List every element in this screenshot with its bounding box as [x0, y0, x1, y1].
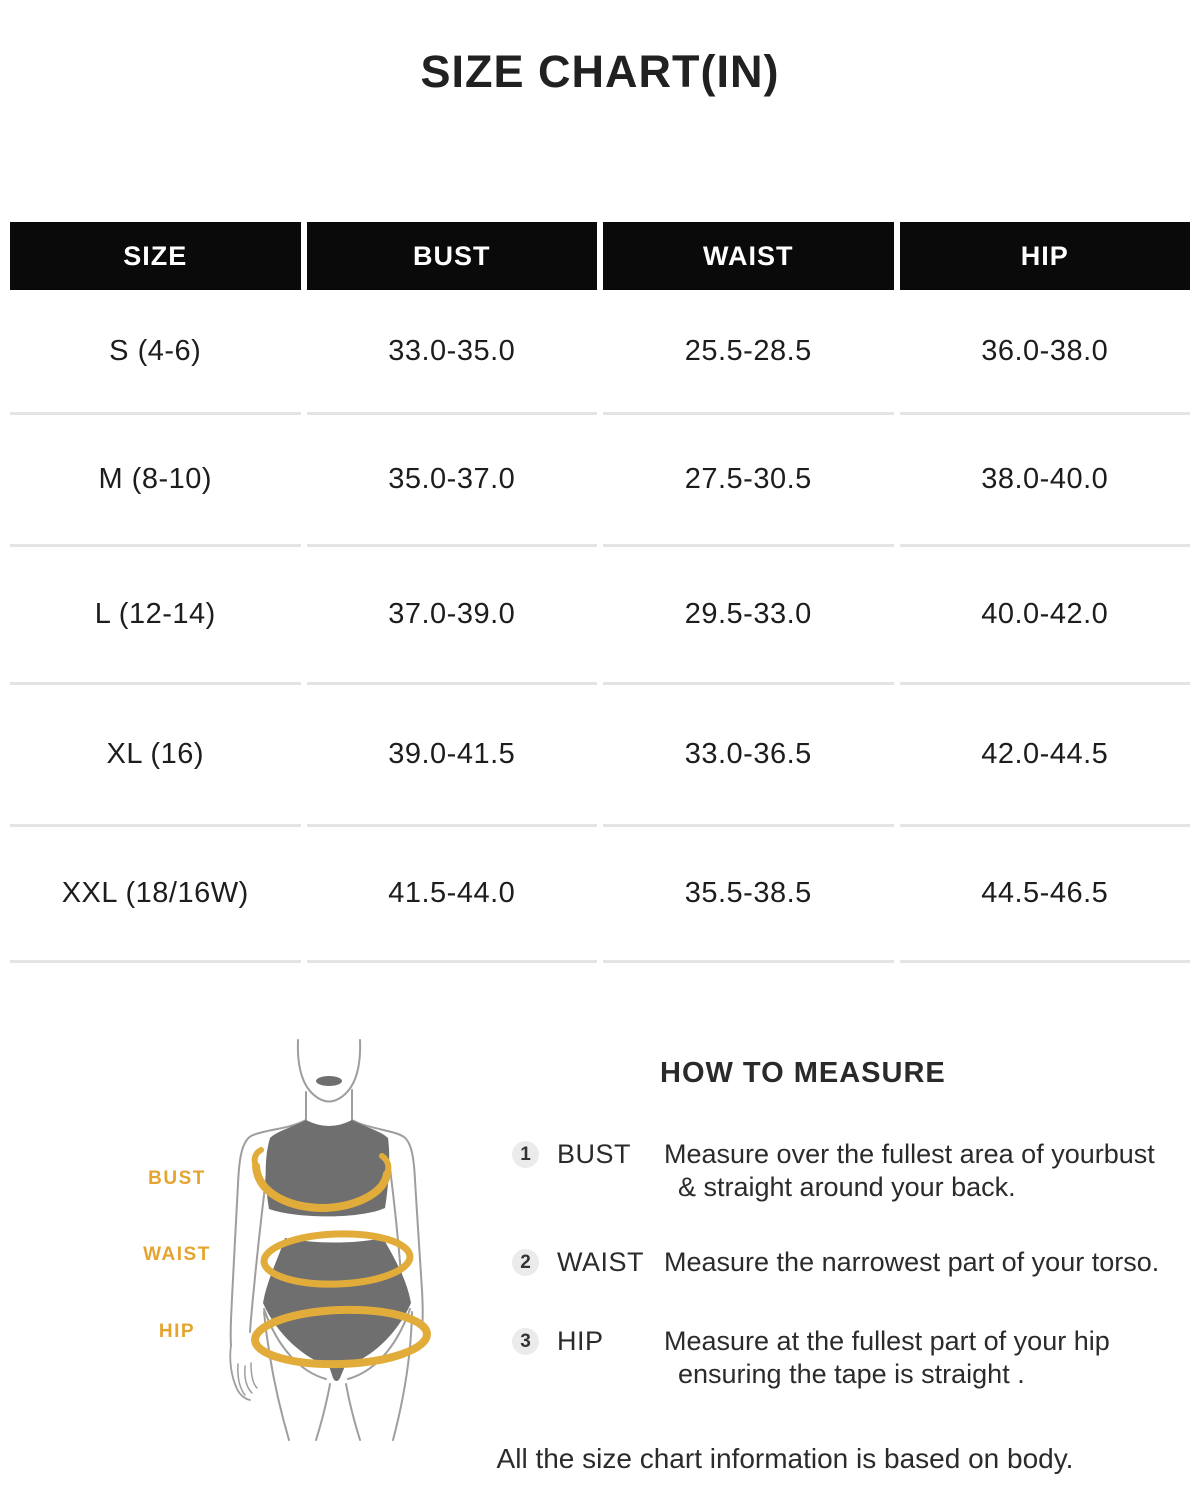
table-cell: 41.5-44.0 [306, 827, 597, 963]
table-cell: 36.0-38.0 [899, 290, 1190, 415]
body-outline [229, 1039, 424, 1441]
table-cell: S (4-6) [10, 290, 301, 415]
measure-description: Measure the narrowest part of your torso… [664, 1246, 1164, 1279]
table-cell: 39.0-41.5 [306, 685, 597, 827]
measure-description-line: Measure at the fullest part of your hip [664, 1326, 1110, 1356]
measure-term-bust: BUST [557, 1139, 632, 1169]
table-cell: L (12-14) [10, 547, 301, 685]
step-number-badge: 3 [512, 1328, 539, 1355]
measure-description-line: Measure the narrowest part of your torso… [664, 1247, 1160, 1277]
measuring-tapes [251, 1147, 431, 1369]
column-header-hip: HIP [899, 222, 1190, 290]
size-table-header-row: SIZE BUST WAIST HIP [10, 222, 1190, 290]
measure-term-waist: WAIST [557, 1247, 644, 1277]
figure-hip-label: HIP [158, 1321, 196, 1342]
footer-note: All the size chart information is based … [496, 1443, 1074, 1474]
table-cell: 35.5-38.5 [603, 827, 894, 963]
table-cell: 38.0-40.0 [899, 415, 1190, 547]
table-row: XL (16) 39.0-41.5 33.0-36.5 42.0-44.5 [10, 685, 1190, 827]
table-row: L (12-14) 37.0-39.0 29.5-33.0 40.0-42.0 [10, 547, 1190, 685]
table-cell: XL (16) [10, 685, 301, 827]
page-title: SIZE CHART(IN) [420, 46, 780, 97]
bust-tape [252, 1162, 391, 1213]
figure-bust-label: BUST [148, 1168, 206, 1189]
bust-tape-end [379, 1153, 392, 1177]
lips-icon [316, 1076, 342, 1086]
table-cell: 44.5-46.5 [899, 827, 1190, 963]
measure-description-line: & straight around your back. [678, 1172, 1016, 1202]
table-cell: 42.0-44.5 [899, 685, 1190, 827]
table-row: XXL (18/16W) 41.5-44.0 35.5-38.5 44.5-46… [10, 827, 1190, 963]
table-cell: 40.0-42.0 [899, 547, 1190, 685]
measure-description-line: Measure over the fullest area of yourbus… [664, 1139, 1155, 1169]
column-header-waist: WAIST [603, 222, 894, 290]
measure-description: Measure over the fullest area of yourbus… [664, 1138, 1164, 1204]
table-cell: M (8-10) [10, 415, 301, 547]
swimsuit-shapes [263, 1076, 411, 1381]
bust-tape-end [251, 1147, 264, 1169]
measure-description-line: ensuring the tape is straight . [678, 1359, 1025, 1389]
table-cell: 37.0-39.0 [306, 547, 597, 685]
table-cell: 35.0-37.0 [306, 415, 597, 547]
table-cell: 29.5-33.0 [603, 547, 894, 685]
table-row: S (4-6) 33.0-35.0 25.5-28.5 36.0-38.0 [10, 290, 1190, 415]
size-table-body: S (4-6) 33.0-35.0 25.5-28.5 36.0-38.0 M … [10, 290, 1190, 963]
swim-top [265, 1120, 390, 1217]
waist-tape [260, 1230, 414, 1288]
column-header-size: SIZE [10, 222, 301, 290]
figure-waist-label: WAIST [143, 1244, 211, 1265]
table-cell: XXL (18/16W) [10, 827, 301, 963]
how-to-measure-heading: HOW TO MEASURE [660, 1057, 946, 1089]
table-row: M (8-10) 35.0-37.0 27.5-30.5 38.0-40.0 [10, 415, 1190, 547]
hip-tape [251, 1305, 431, 1369]
measure-description: Measure at the fullest part of your hip … [664, 1325, 1164, 1391]
table-cell: 27.5-30.5 [603, 415, 894, 547]
step-number-badge: 1 [512, 1141, 539, 1168]
column-header-bust: BUST [306, 222, 597, 290]
size-table: SIZE BUST WAIST HIP S (4-6) 33.0-35.0 25… [10, 222, 1190, 963]
table-cell: 33.0-36.5 [603, 685, 894, 827]
measure-term-hip: HIP [557, 1326, 604, 1356]
body-measurement-illustration [229, 1039, 431, 1441]
table-cell: 25.5-28.5 [603, 290, 894, 415]
table-cell: 33.0-35.0 [306, 290, 597, 415]
step-number-badge: 2 [512, 1249, 539, 1276]
